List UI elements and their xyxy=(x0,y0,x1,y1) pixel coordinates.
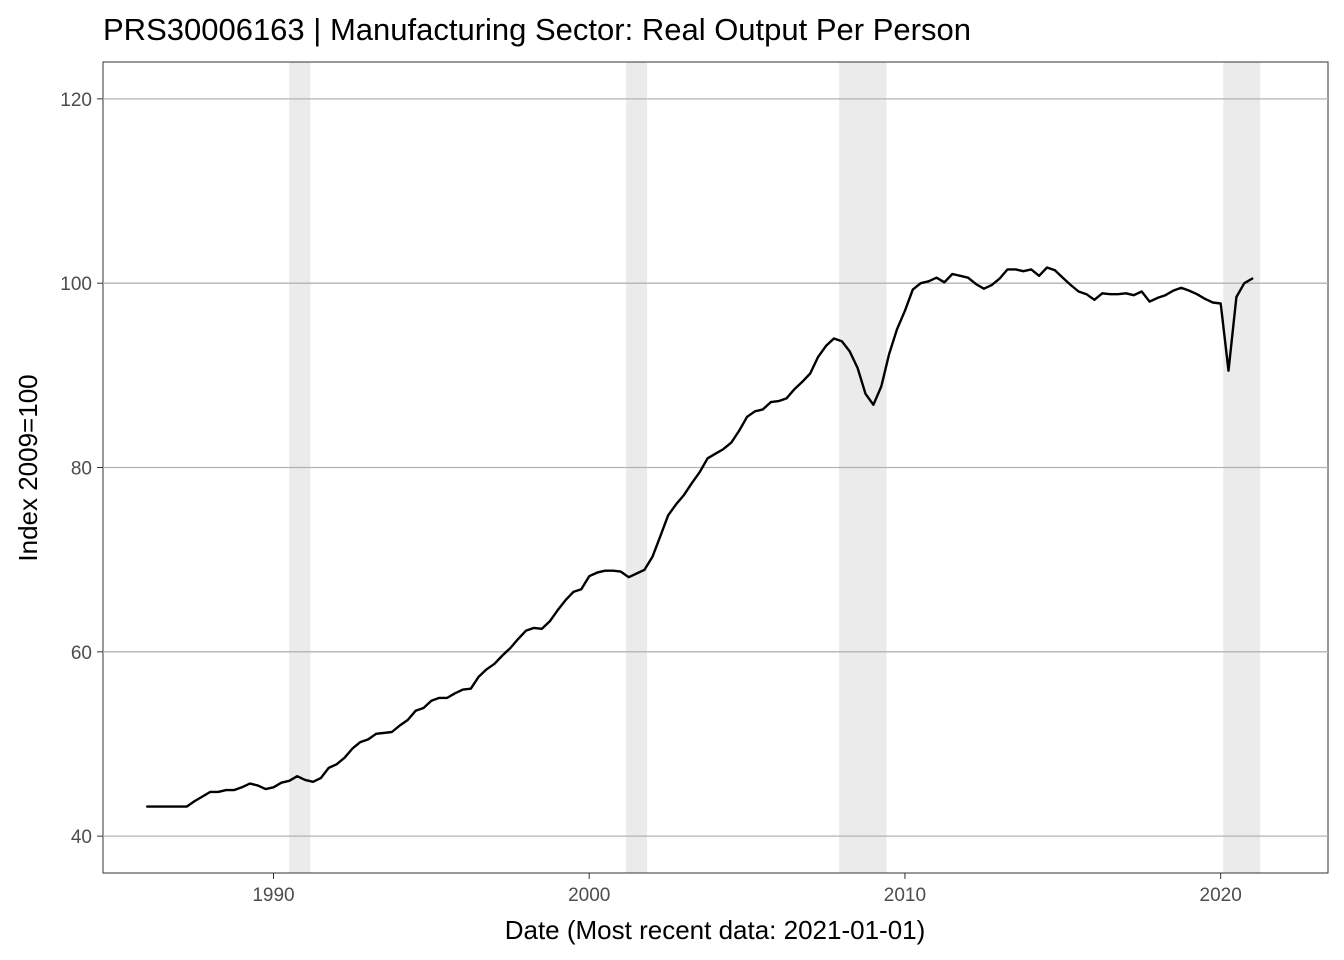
y-tick-label-120: 120 xyxy=(60,90,92,111)
x-tick-label-2000: 2000 xyxy=(568,885,610,906)
x-axis-ticks: 1990 2000 2010 2020 xyxy=(252,873,1242,906)
y-tick-label-40: 40 xyxy=(71,827,92,848)
y-tick-label-80: 80 xyxy=(71,459,92,480)
y-axis-label: Index 2009=100 xyxy=(13,374,43,561)
x-tick-label-1990: 1990 xyxy=(252,885,294,906)
y-tick-label-60: 60 xyxy=(71,643,92,664)
x-tick-label-2020: 2020 xyxy=(1200,885,1242,906)
y-tick-label-100: 100 xyxy=(60,274,92,295)
gridlines xyxy=(103,98,1328,837)
chart-title: PRS30006163 | Manufacturing Sector: Real… xyxy=(103,12,971,47)
series-layer xyxy=(145,266,1254,808)
y-axis-ticks: 40 60 80 100 120 xyxy=(60,90,103,848)
x-tick-label-2010: 2010 xyxy=(884,885,926,906)
x-axis-label: Date (Most recent data: 2021-01-01) xyxy=(505,915,926,945)
series-line-1 xyxy=(145,266,1254,808)
